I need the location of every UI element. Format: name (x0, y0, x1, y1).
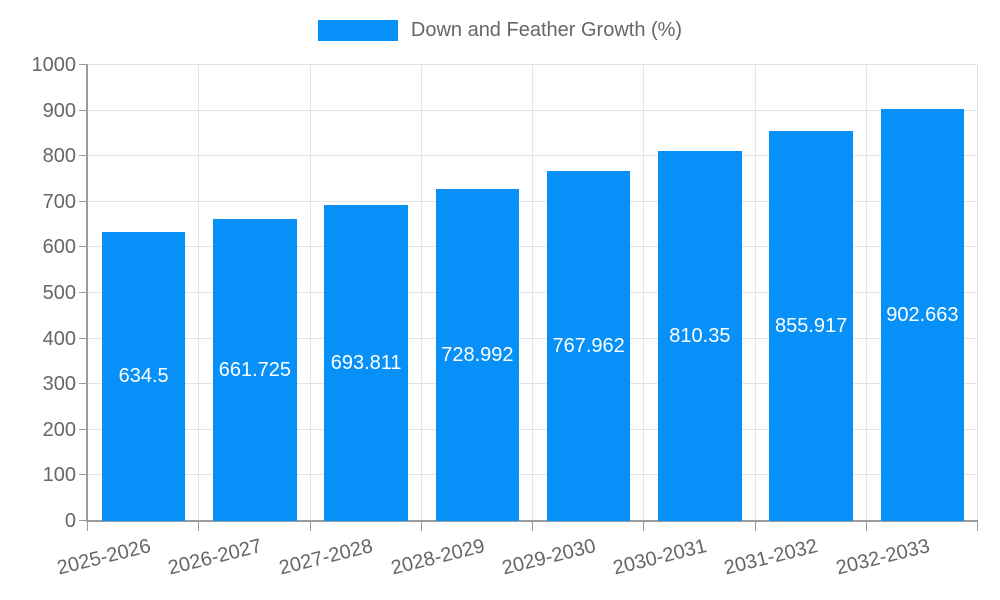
x-tick (198, 521, 200, 531)
y-tick-label: 400 (42, 327, 76, 350)
x-tick (532, 521, 533, 531)
x-gridline (309, 65, 311, 521)
x-gridline (865, 65, 867, 521)
y-tick-label: 200 (42, 418, 76, 441)
y-gridline (88, 200, 978, 202)
legend-label: Down and Feather Growth (%) (410, 19, 683, 41)
x-tick (754, 521, 756, 531)
bar[interactable] (658, 151, 742, 521)
x-tick (865, 521, 867, 531)
y-tick-label: 100 (42, 464, 76, 487)
x-tick-label: 2030-2031 (611, 535, 710, 580)
bar[interactable] (101, 231, 186, 521)
y-tick-label: 1000 (31, 54, 77, 76)
bar-value-label: 902.663 (886, 304, 959, 327)
x-gridline (977, 65, 978, 521)
y-tick (79, 337, 88, 339)
y-axis-line (86, 65, 88, 521)
x-tick (420, 521, 422, 531)
x-gridline (643, 65, 645, 521)
y-tick-label: 500 (42, 282, 76, 304)
y-tick-label: 300 (42, 373, 76, 396)
bar-value-label: 634.5 (118, 365, 169, 388)
x-gridline (754, 65, 756, 521)
bar-value-label: 693.811 (330, 351, 402, 374)
bar[interactable] (546, 170, 631, 521)
bar[interactable] (435, 188, 520, 521)
y-tick-label: 800 (42, 145, 76, 168)
y-tick-label: 700 (42, 190, 76, 213)
y-gridline (88, 337, 978, 339)
x-axis-line (86, 520, 978, 522)
bar[interactable] (324, 204, 408, 521)
y-tick-label: 600 (42, 236, 76, 259)
y-tick (79, 292, 88, 293)
x-tick-label: 2026-2027 (166, 535, 265, 580)
y-tick (79, 200, 88, 202)
x-tick (977, 521, 978, 531)
bar[interactable] (769, 130, 853, 521)
bar[interactable] (880, 109, 965, 521)
y-tick (79, 155, 88, 157)
bar-value-label: 855.917 (774, 314, 848, 337)
legend[interactable]: Down and Feather Growth (%) (0, 19, 1000, 42)
x-tick (87, 521, 88, 531)
y-tick-label: 0 (64, 510, 76, 532)
y-tick (79, 246, 88, 248)
bar-value-label: 810.35 (669, 325, 731, 348)
x-tick-label: 2028-2029 (388, 535, 487, 580)
y-tick (79, 64, 88, 65)
x-tick-label: 2029-2030 (499, 535, 598, 580)
y-tick (79, 474, 88, 476)
bar[interactable] (213, 219, 297, 521)
y-gridline (88, 474, 978, 476)
y-tick (79, 428, 88, 430)
x-tick (643, 521, 645, 531)
y-gridline (88, 155, 978, 157)
x-tick-label: 2027-2028 (277, 535, 376, 580)
x-gridline (198, 65, 200, 521)
y-gridline (88, 109, 978, 111)
bar-value-label: 728.992 (441, 343, 514, 366)
y-gridline (88, 383, 978, 385)
y-tick (79, 383, 88, 385)
x-tick-label: 2025-2026 (54, 535, 153, 580)
bar-value-label: 661.725 (218, 359, 292, 382)
y-gridline (88, 246, 978, 248)
x-gridline (420, 65, 422, 521)
y-gridline (88, 428, 978, 430)
x-tick-label: 2031-2032 (722, 535, 821, 580)
x-tick (309, 521, 311, 531)
y-tick (79, 109, 88, 111)
x-tick-label: 2032-2033 (833, 535, 932, 580)
y-tick-label: 900 (42, 99, 76, 122)
x-gridline (532, 65, 533, 521)
bar-value-label: 767.962 (552, 334, 625, 357)
y-gridline (88, 64, 978, 65)
y-gridline (88, 292, 978, 293)
y-tick (79, 520, 88, 521)
legend-swatch (317, 20, 398, 41)
